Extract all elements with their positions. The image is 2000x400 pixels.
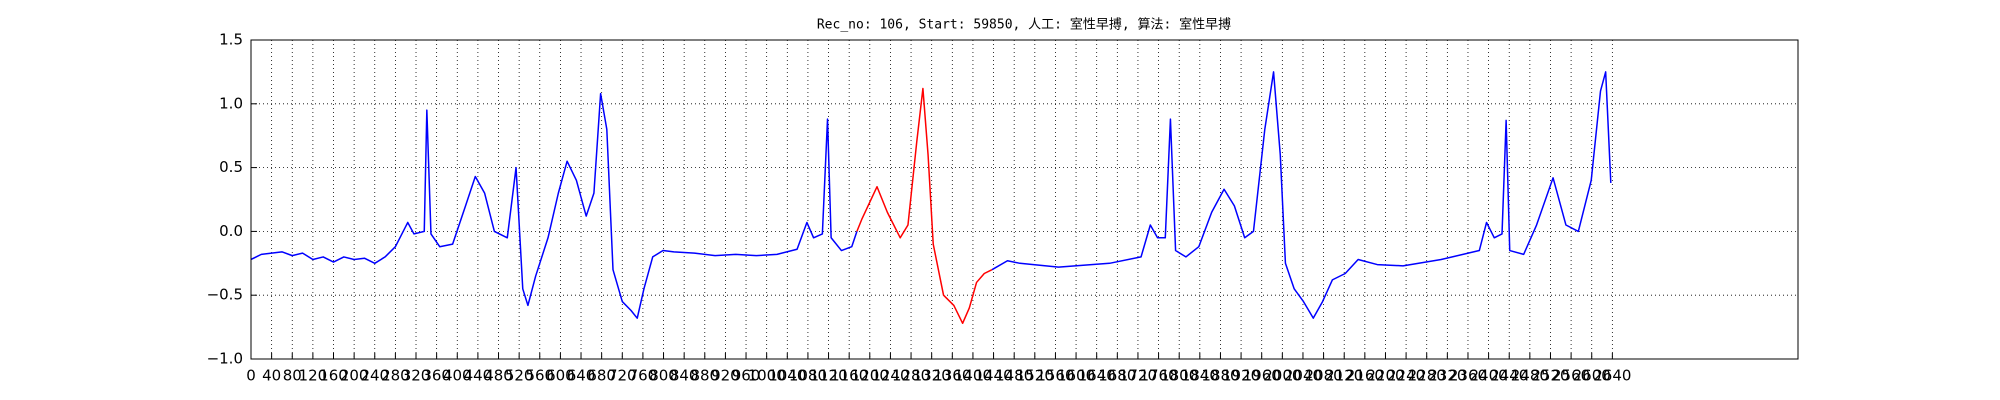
x-tick-label: 1320 [913,367,951,385]
x-tick-label: 2000 [1263,367,1301,385]
x-tick-label: 1160 [830,367,868,385]
x-tick-label: 160 [319,367,348,385]
x-tick-label: 1560 [1036,367,1074,385]
x-tick-label: 920 [711,367,740,385]
y-tick-label: −1.0 [207,350,243,368]
x-tick-label: 2280 [1408,367,1446,385]
x-tick-label: 1600 [1057,367,1095,385]
x-tick-label: 1040 [768,367,806,385]
x-tick-label: 440 [464,367,493,385]
x-tick-label: 320 [402,367,431,385]
x-tick-label: 1280 [892,367,930,385]
x-tick-label: 1240 [871,367,909,385]
x-tick-label: 880 [690,367,719,385]
x-tick-label: 80 [283,367,302,385]
ecg-line [856,87,993,325]
x-tick-label: 2240 [1387,367,1425,385]
x-tick-label: 2200 [1366,367,1404,385]
x-tick-label: 1880 [1201,367,1239,385]
x-tick-label: 640 [567,367,596,385]
x-tick-label: 1680 [1098,367,1136,385]
x-tick-label: 0 [246,367,256,385]
x-tick-label: 1480 [995,367,1033,385]
x-tick-label: 1120 [809,367,847,385]
x-tick-label: 1360 [933,367,971,385]
x-tick-label: 240 [360,367,389,385]
x-tick-label: 480 [484,367,513,385]
x-tick-label: 40 [262,367,281,385]
x-tick-label: 1840 [1181,367,1219,385]
x-tick-label: 2360 [1449,367,1487,385]
y-tick-label: 0.0 [219,222,243,240]
x-tick-label: 1080 [789,367,827,385]
x-tick-label: 400 [443,367,472,385]
x-tick-label: 2080 [1304,367,1342,385]
x-tick-label: 200 [340,367,369,385]
x-tick-label: 2480 [1511,367,1549,385]
x-tick-label: 1640 [1078,367,1116,385]
x-tick-label: 2400 [1470,367,1508,385]
x-tick-label: 960 [732,367,761,385]
x-tick-label: 520 [505,367,534,385]
x-tick-label: 2320 [1428,367,1466,385]
x-tick-label: 1440 [974,367,1012,385]
y-tick-label: 0.5 [219,158,243,176]
plot-frame [250,39,1799,360]
x-tick-label: 1000 [748,367,786,385]
x-tick-label: 2120 [1325,367,1363,385]
x-tick-label: 360 [422,367,451,385]
x-tick-label: 2160 [1346,367,1384,385]
x-tick-label: 1400 [954,367,992,385]
x-tick-label: 720 [608,367,637,385]
x-tick-label: 2040 [1284,367,1322,385]
x-tick-label: 120 [299,367,328,385]
x-tick-label: 2440 [1490,367,1528,385]
x-tick-label: 760 [629,367,658,385]
chart-title: Rec_no: 106, Start: 59850, 人工: 室性早搏, 算法:… [817,17,1231,33]
x-tick-label: 800 [649,367,678,385]
x-tick-label: 1760 [1139,367,1177,385]
y-tick-label: −0.5 [207,286,243,304]
x-tick-label: 280 [381,367,410,385]
x-tick-label: 2520 [1531,367,1569,385]
x-tick-label: 1520 [1016,367,1054,385]
x-tick-label: 1960 [1243,367,1281,385]
x-tick-label: 2640 [1593,367,1631,385]
ecg-line [250,71,1612,319]
x-tick-label: 680 [587,367,616,385]
x-tick-label: 1920 [1222,367,1260,385]
x-tick-label: 2560 [1552,367,1590,385]
x-tick-label: 1720 [1119,367,1157,385]
x-tick-label: 1200 [851,367,889,385]
x-tick-label: 1800 [1160,367,1198,385]
x-tick-label: 560 [525,367,554,385]
x-tick-label: 840 [670,367,699,385]
x-tick-label: 600 [546,367,575,385]
x-tick-label: 2600 [1573,367,1611,385]
y-tick-label: 1.5 [219,31,243,49]
y-tick-label: 1.0 [219,94,243,112]
